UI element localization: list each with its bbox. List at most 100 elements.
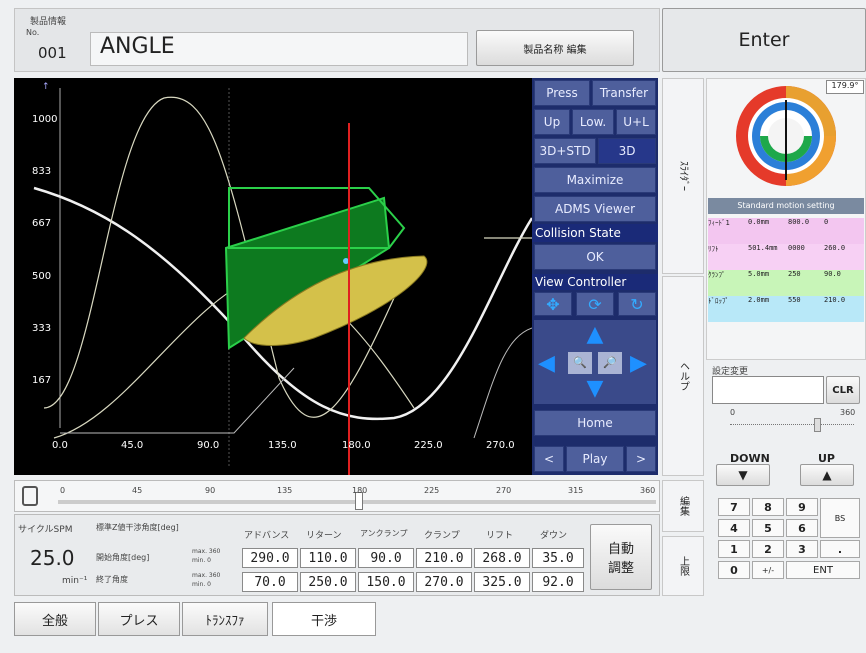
set-change-label: 設定変更: [712, 367, 749, 377]
refresh-icon[interactable]: ↻: [618, 292, 656, 316]
table-row: ｸﾗﾝﾌﾟ 5.0mm 250 90.0: [708, 270, 864, 296]
lock-icon[interactable]: [22, 486, 38, 506]
transfer-button[interactable]: Transfer: [592, 80, 656, 106]
timeline-tick: 135: [277, 486, 293, 495]
value-slider[interactable]: [730, 424, 854, 427]
spm-unit: min⁻¹: [62, 576, 88, 586]
collision-state-label: Collision State: [532, 224, 658, 242]
adms-viewer-button[interactable]: ADMS Viewer: [534, 196, 656, 222]
key-7[interactable]: 7: [718, 498, 750, 516]
start-angle-label: 開始角度[deg]: [96, 553, 150, 562]
range-min-2: min. 0: [192, 581, 211, 588]
tab-help[interactable]: ヘルプ: [662, 276, 704, 476]
ul-view-button[interactable]: U+L: [616, 109, 656, 135]
zoom-in-icon[interactable]: 🔍: [568, 352, 592, 374]
timeline-strip: [14, 480, 660, 512]
timeline-tick: 0: [60, 486, 66, 495]
down-end-field[interactable]: 92.0: [532, 572, 584, 592]
timeline-thumb[interactable]: [355, 492, 363, 510]
pan-left-icon[interactable]: ◀: [538, 351, 555, 376]
std3d-button[interactable]: 3D+STD: [534, 138, 596, 164]
play-button[interactable]: Play: [566, 446, 624, 472]
pan-up-icon[interactable]: ▲: [586, 322, 604, 347]
edit-name-button[interactable]: 製品名称 編集: [476, 30, 634, 66]
rotate-icon[interactable]: ⟳: [576, 292, 614, 316]
key-2[interactable]: 2: [752, 540, 784, 558]
lift-end-field[interactable]: 325.0: [474, 572, 530, 592]
key-bs[interactable]: BS: [820, 498, 860, 538]
x-tick-5: 225.0: [414, 440, 443, 451]
timeline-tick: 180: [352, 486, 368, 495]
timeline-tick: 360: [640, 486, 656, 495]
clr-button[interactable]: CLR: [826, 376, 860, 404]
angle-readout: 179.9°: [826, 80, 864, 94]
down-start-field[interactable]: 35.0: [532, 548, 584, 568]
tab-upper-limit[interactable]: 上限: [662, 536, 704, 596]
lift-start-field[interactable]: 268.0: [474, 548, 530, 568]
tab-edit[interactable]: 編集: [662, 480, 704, 532]
key-8[interactable]: 8: [752, 498, 784, 516]
plot-svg: [33, 88, 532, 475]
key-ent[interactable]: ENT: [786, 561, 860, 579]
timeline-tick: 45: [132, 486, 143, 495]
move-icon[interactable]: ✥: [534, 292, 572, 316]
y-tick-5: 167: [32, 375, 52, 386]
product-name-field[interactable]: [90, 32, 468, 66]
key-3[interactable]: 3: [786, 540, 818, 558]
return-end-field[interactable]: 250.0: [300, 572, 356, 592]
prev-button[interactable]: <: [534, 446, 564, 472]
range-min-1: min. 0: [192, 557, 211, 564]
tab-transfer[interactable]: ﾄﾗﾝｽﾌｧ: [182, 602, 268, 636]
key-dot[interactable]: .: [820, 540, 860, 558]
advance-end-field[interactable]: 70.0: [242, 572, 298, 592]
enter-button[interactable]: Enter: [662, 8, 866, 72]
3d-button[interactable]: 3D: [598, 138, 656, 164]
value-input[interactable]: [712, 376, 824, 404]
x-tick-1: 45.0: [121, 440, 144, 451]
up-label: UP: [818, 452, 835, 465]
key-1[interactable]: 1: [718, 540, 750, 558]
maximize-button[interactable]: Maximize: [534, 167, 656, 193]
zoom-out-icon[interactable]: 🔎: [598, 352, 622, 374]
table-row: ﾌｨｰﾄﾞ1 0.0mm 800.0 0: [708, 218, 864, 244]
next-button[interactable]: >: [626, 446, 656, 472]
tab-press[interactable]: プレス: [98, 602, 180, 636]
clamp-end-field[interactable]: 270.0: [416, 572, 472, 592]
return-start-field[interactable]: 110.0: [300, 548, 356, 568]
key-9[interactable]: 9: [786, 498, 818, 516]
advance-start-field[interactable]: 290.0: [242, 548, 298, 568]
x-tick-0: 0.0: [52, 440, 68, 451]
dpad: [534, 320, 656, 404]
pan-right-icon[interactable]: ▶: [630, 351, 647, 376]
col-lift: リフト: [486, 531, 514, 541]
up-button[interactable]: ▲: [800, 464, 854, 486]
motion-plot[interactable]: ↑ 1000 833 667 500 333 167 0.0 45.0 90.0…: [14, 78, 532, 475]
spm-value: 25.0: [30, 546, 75, 570]
key-5[interactable]: 5: [752, 519, 784, 537]
motion-table: ﾌｨｰﾄﾞ1 0.0mm 800.0 0 ﾘﾌﾄ 501.4mm 0000 260.0 ｸﾗ…: [708, 218, 864, 328]
auto-adjust-button[interactable]: 自動 調整: [590, 524, 652, 590]
col-down: ダウン: [540, 531, 568, 541]
value-slider-thumb[interactable]: [814, 418, 821, 432]
clamp-start-field[interactable]: 210.0: [416, 548, 472, 568]
home-button[interactable]: Home: [534, 410, 656, 436]
tab-interference[interactable]: 干渉: [272, 602, 376, 636]
pan-down-icon[interactable]: ▼: [586, 376, 604, 401]
slider-max: 360: [840, 408, 856, 417]
low-view-button[interactable]: Low.: [572, 109, 614, 135]
tab-motion[interactable]: ｽﾗｲﾀﾞｰ: [662, 78, 704, 274]
timeline-tick: 315: [568, 486, 584, 495]
down-button[interactable]: ▼: [716, 464, 770, 486]
key-4[interactable]: 4: [718, 519, 750, 537]
key-6[interactable]: 6: [786, 519, 818, 537]
timeline-tick: 270: [496, 486, 512, 495]
down-label: DOWN: [730, 452, 770, 465]
up-view-button[interactable]: Up: [534, 109, 570, 135]
unclamp-end-field[interactable]: 150.0: [358, 572, 414, 592]
key-plus-minus[interactable]: +/-: [752, 561, 784, 579]
std-angle-label: 標準Z値干渉角度[deg]: [96, 523, 179, 532]
press-button[interactable]: Press: [534, 80, 590, 106]
key-0[interactable]: 0: [718, 561, 750, 579]
unclamp-start-field[interactable]: 90.0: [358, 548, 414, 568]
tab-general[interactable]: 全般: [14, 602, 96, 636]
